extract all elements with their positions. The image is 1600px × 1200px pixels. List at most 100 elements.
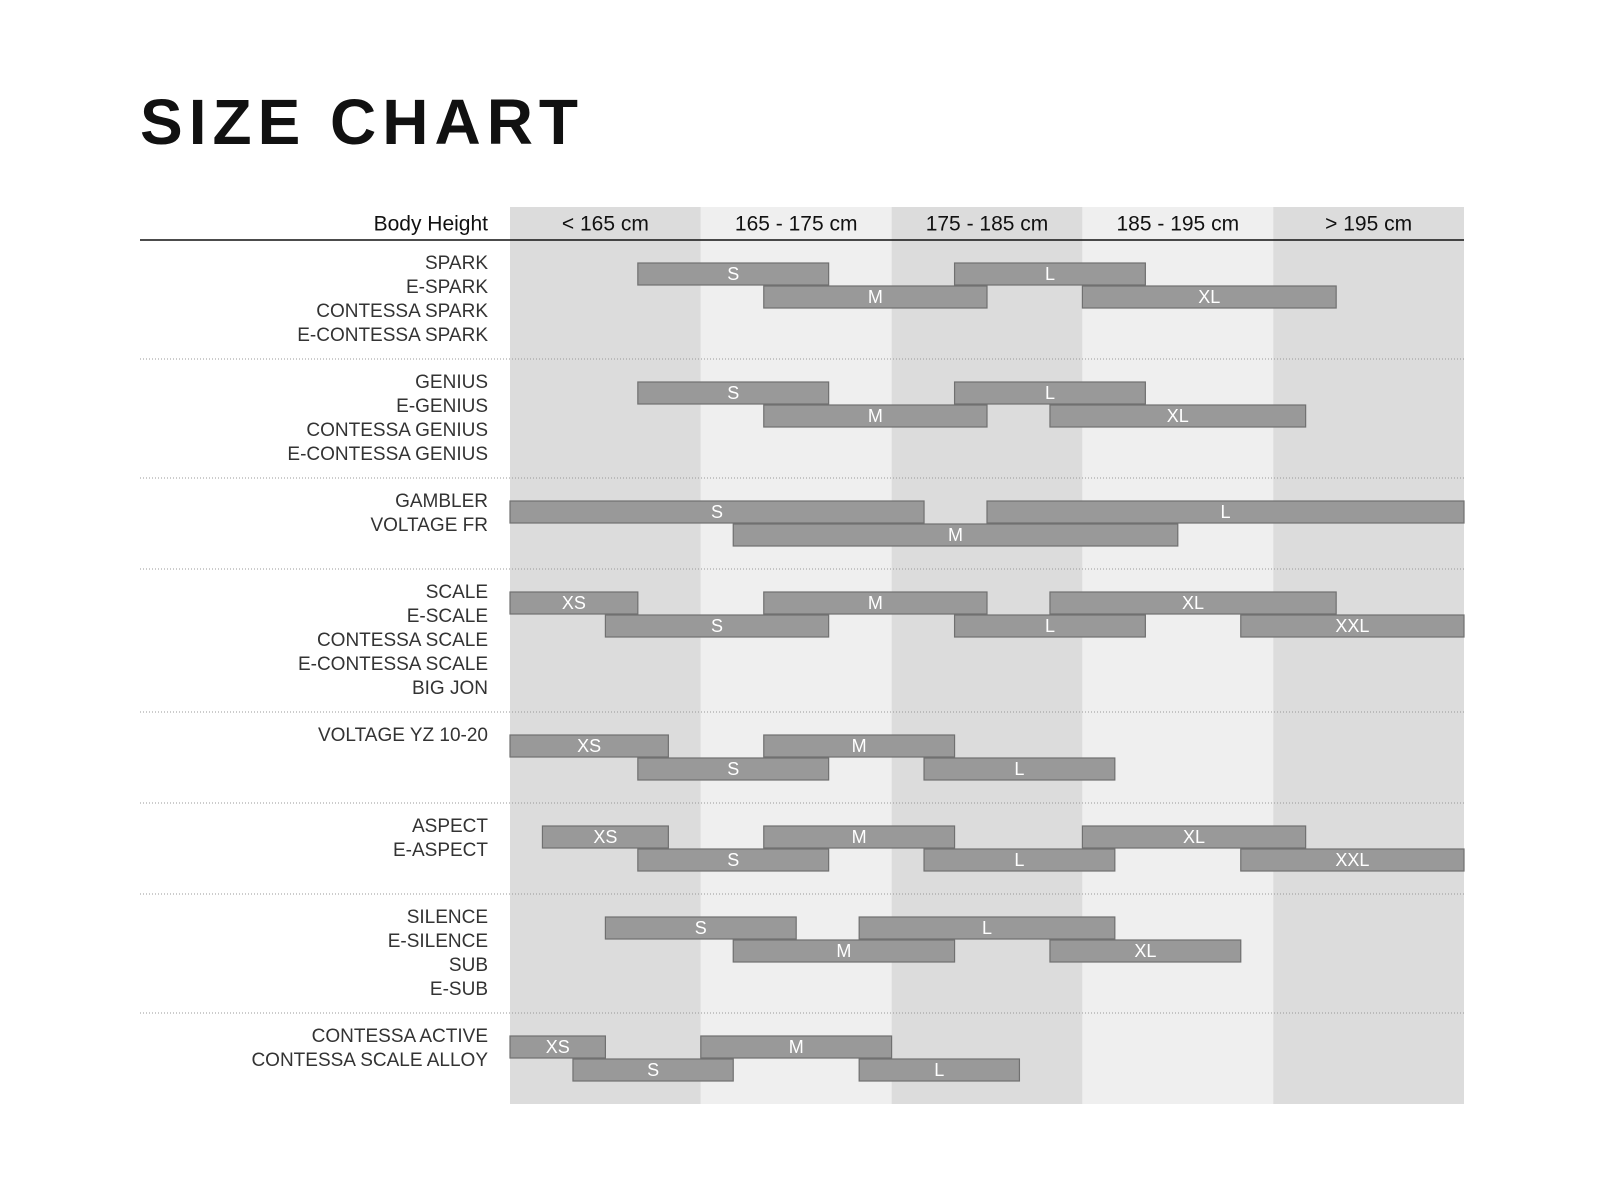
size-label: XXL bbox=[1335, 850, 1369, 870]
size-bar bbox=[541, 825, 669, 849]
column-header: 165 - 175 cm bbox=[735, 213, 858, 236]
model-label: SILENCE bbox=[407, 907, 488, 928]
model-label: E-CONTESSA SCALE bbox=[298, 654, 488, 675]
size-bar bbox=[637, 848, 830, 872]
size-label: M bbox=[852, 827, 867, 847]
model-label: CONTESSA GENIUS bbox=[306, 420, 488, 441]
size-label: S bbox=[695, 918, 707, 938]
size-label: XL bbox=[1198, 287, 1220, 307]
model-label: ASPECT bbox=[412, 816, 488, 837]
size-label: L bbox=[1045, 383, 1055, 403]
size-bar bbox=[1049, 404, 1307, 428]
size-bar bbox=[1081, 285, 1337, 309]
size-label: XL bbox=[1167, 406, 1189, 426]
model-label: E-SUB bbox=[430, 979, 488, 1000]
model-label: SPARK bbox=[425, 253, 488, 274]
size-label: M bbox=[852, 736, 867, 756]
size-label: L bbox=[1045, 264, 1055, 284]
model-label: CONTESSA ACTIVE bbox=[312, 1026, 488, 1047]
size-bar bbox=[572, 1058, 734, 1082]
column-backgrounds bbox=[510, 207, 1464, 1104]
column-band bbox=[510, 207, 701, 1104]
column-header: 185 - 195 cm bbox=[1117, 213, 1240, 236]
size-bar bbox=[509, 500, 925, 524]
size-label: L bbox=[982, 918, 992, 938]
size-bar bbox=[604, 916, 797, 940]
size-label: L bbox=[1014, 759, 1024, 779]
size-label: S bbox=[727, 850, 739, 870]
size-label: M bbox=[948, 525, 963, 545]
size-label: L bbox=[934, 1060, 944, 1080]
size-bar bbox=[732, 939, 956, 963]
size-label: XS bbox=[562, 593, 586, 613]
size-label: XL bbox=[1134, 941, 1156, 961]
size-label: M bbox=[868, 287, 883, 307]
size-bar bbox=[1049, 939, 1242, 963]
size-label: M bbox=[789, 1037, 804, 1057]
size-bar bbox=[763, 591, 988, 615]
model-label: CONTESSA SPARK bbox=[316, 301, 488, 322]
column-band bbox=[700, 207, 892, 1104]
size-label: S bbox=[711, 616, 723, 636]
size-label: S bbox=[727, 264, 739, 284]
size-label: XL bbox=[1183, 827, 1205, 847]
size-bar bbox=[923, 848, 1116, 872]
size-bar bbox=[986, 500, 1465, 524]
size-label: XS bbox=[577, 736, 601, 756]
column-header: 175 - 185 cm bbox=[926, 213, 1049, 236]
size-bar bbox=[953, 262, 1146, 286]
size-label: S bbox=[647, 1060, 659, 1080]
column-band bbox=[1082, 207, 1274, 1104]
row-header: Body Height bbox=[374, 213, 489, 236]
size-bar bbox=[637, 757, 830, 781]
model-label: E-CONTESSA SPARK bbox=[297, 325, 488, 346]
model-label: E-CONTESSA GENIUS bbox=[287, 444, 488, 465]
size-label: M bbox=[868, 406, 883, 426]
size-label: XS bbox=[593, 827, 617, 847]
column-band bbox=[891, 207, 1083, 1104]
column-header: < 165 cm bbox=[562, 213, 649, 236]
size-bar bbox=[1240, 848, 1465, 872]
model-label: E-ASPECT bbox=[393, 840, 488, 861]
size-bar bbox=[858, 1058, 1021, 1082]
size-label: L bbox=[1014, 850, 1024, 870]
size-bar bbox=[509, 591, 639, 615]
size-bar bbox=[953, 381, 1146, 405]
column-header: > 195 cm bbox=[1325, 213, 1412, 236]
size-bar bbox=[923, 757, 1116, 781]
model-label: SCALE bbox=[426, 582, 488, 603]
size-label: XXL bbox=[1335, 616, 1369, 636]
model-label: SUB bbox=[449, 955, 488, 976]
size-label: L bbox=[1045, 616, 1055, 636]
size-label: S bbox=[727, 383, 739, 403]
size-label: L bbox=[1220, 502, 1230, 522]
size-bar bbox=[637, 262, 830, 286]
size-bar bbox=[700, 1035, 893, 1059]
size-bar bbox=[858, 916, 1116, 940]
size-bar bbox=[1240, 614, 1465, 638]
size-label: XS bbox=[546, 1037, 570, 1057]
model-label: VOLTAGE FR bbox=[370, 515, 488, 536]
size-bar bbox=[1049, 591, 1337, 615]
size-label: M bbox=[836, 941, 851, 961]
size-label: S bbox=[727, 759, 739, 779]
size-bar bbox=[732, 523, 1179, 547]
model-label: BIG JON bbox=[412, 678, 488, 699]
size-bar bbox=[763, 825, 956, 849]
chart-title: SIZE CHART bbox=[140, 86, 584, 158]
column-band bbox=[1273, 207, 1464, 1104]
size-bar bbox=[509, 1035, 607, 1059]
size-bar bbox=[763, 285, 988, 309]
model-label: CONTESSA SCALE bbox=[317, 630, 488, 651]
model-label: CONTESSA SCALE ALLOY bbox=[251, 1050, 488, 1071]
model-label: E-SPARK bbox=[406, 277, 488, 298]
size-label: XL bbox=[1182, 593, 1204, 613]
size-bar bbox=[763, 404, 988, 428]
size-bar bbox=[763, 734, 956, 758]
model-label: GENIUS bbox=[415, 372, 488, 393]
size-bar bbox=[604, 614, 830, 638]
size-bar bbox=[1081, 825, 1307, 849]
model-label: VOLTAGE YZ 10-20 bbox=[318, 725, 488, 746]
size-label: M bbox=[868, 593, 883, 613]
